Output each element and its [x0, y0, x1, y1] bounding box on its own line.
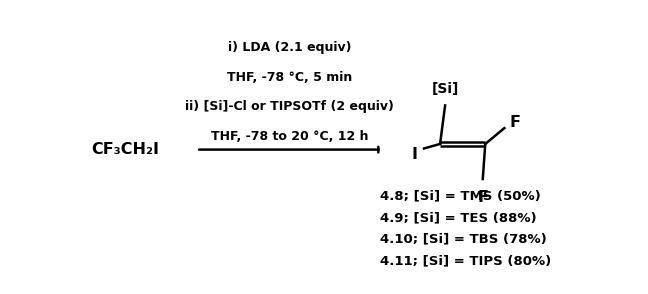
- Text: ii) [Si]-Cl or TIPSOTf (2 equiv): ii) [Si]-Cl or TIPSOTf (2 equiv): [185, 100, 394, 113]
- Text: F: F: [509, 115, 520, 130]
- Text: i) LDA (2.1 equiv): i) LDA (2.1 equiv): [227, 41, 351, 54]
- Text: THF, -78 to 20 °C, 12 h: THF, -78 to 20 °C, 12 h: [211, 130, 368, 143]
- Text: [Si]: [Si]: [432, 82, 459, 96]
- Text: 4.8; [Si] = TMS (50%): 4.8; [Si] = TMS (50%): [380, 190, 540, 203]
- Text: 4.11; [Si] = TIPS (80%): 4.11; [Si] = TIPS (80%): [380, 254, 551, 267]
- Text: I: I: [412, 147, 418, 162]
- Text: 4.9; [Si] = TES (88%): 4.9; [Si] = TES (88%): [380, 211, 537, 224]
- Text: THF, -78 °C, 5 min: THF, -78 °C, 5 min: [227, 71, 352, 84]
- Text: F: F: [478, 190, 488, 205]
- Text: 4.10; [Si] = TBS (78%): 4.10; [Si] = TBS (78%): [380, 233, 546, 245]
- Text: CF₃CH₂I: CF₃CH₂I: [91, 142, 159, 157]
